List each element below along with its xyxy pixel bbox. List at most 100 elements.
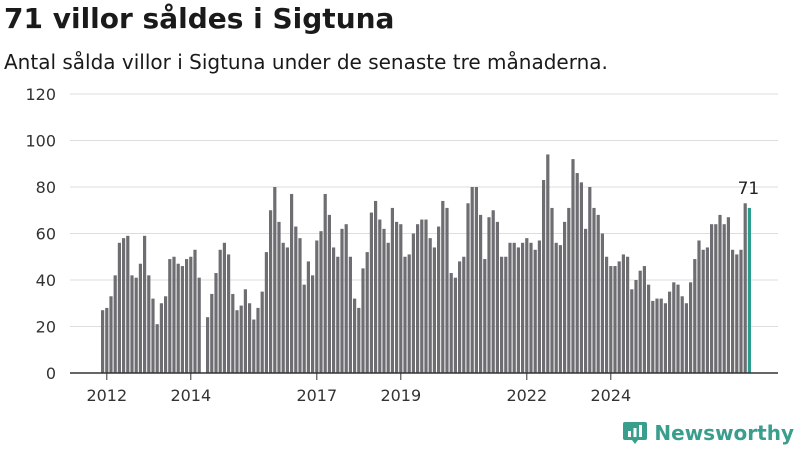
bar [550, 207, 554, 373]
bar [285, 247, 289, 373]
bar [336, 256, 340, 373]
bar [500, 256, 504, 373]
y-tick-label: 80 [36, 178, 56, 197]
bar [353, 298, 357, 373]
bar [126, 235, 130, 373]
bar [113, 275, 117, 373]
bar [735, 254, 739, 373]
bar [584, 228, 588, 373]
bar [117, 242, 121, 373]
bar [483, 259, 487, 373]
bar [193, 249, 197, 373]
y-tick-label: 60 [36, 225, 56, 244]
bar [315, 240, 319, 373]
bar [495, 221, 499, 373]
bar [222, 242, 226, 373]
bar [374, 200, 378, 373]
bar [390, 207, 394, 373]
bar [210, 293, 214, 373]
x-tick-label: 2012 [86, 386, 127, 405]
bar [718, 214, 722, 373]
y-tick-label: 20 [36, 318, 56, 337]
bar [714, 224, 718, 373]
bar [701, 249, 705, 373]
bar [428, 238, 432, 373]
bar-latest [747, 207, 751, 373]
bar [382, 228, 386, 373]
bar [138, 263, 142, 373]
bar [567, 207, 571, 373]
bar [458, 261, 462, 373]
bar [252, 319, 256, 373]
bar [684, 303, 688, 373]
brand-name: Newsworthy [654, 421, 794, 445]
bar [521, 242, 525, 373]
y-tick-label: 0 [46, 364, 56, 383]
bar [621, 254, 625, 373]
brand-logo[interactable]: Newsworthy [622, 420, 794, 446]
bar [357, 307, 361, 373]
bar [185, 259, 189, 373]
x-tick-label: 2022 [506, 386, 547, 405]
bar [290, 193, 294, 373]
bar [474, 187, 478, 373]
bar [596, 214, 600, 373]
bar [600, 233, 604, 373]
bar [726, 217, 730, 373]
bar [680, 296, 684, 373]
bar [588, 187, 592, 373]
x-tick-label: 2019 [380, 386, 421, 405]
bar [697, 240, 701, 373]
bar [743, 203, 747, 373]
bar [323, 193, 327, 373]
bar [176, 263, 180, 373]
bar [416, 224, 420, 373]
bar [227, 254, 231, 373]
bar [407, 254, 411, 373]
bar [634, 280, 638, 373]
bar [453, 277, 457, 373]
bar [605, 256, 609, 373]
bar [432, 247, 436, 373]
bar [256, 307, 260, 373]
bar [731, 249, 735, 373]
bar [571, 159, 575, 373]
bar [109, 296, 113, 373]
bar [264, 252, 268, 373]
bar [651, 300, 655, 373]
bar [424, 219, 428, 373]
bar [642, 266, 646, 373]
bar [558, 245, 562, 373]
bar [269, 210, 273, 373]
bar [159, 303, 163, 373]
y-tick-label: 120 [25, 85, 56, 104]
bar [659, 298, 663, 373]
bar [470, 187, 474, 373]
bar [445, 207, 449, 373]
bar [508, 242, 512, 373]
bar [525, 238, 529, 373]
bar [294, 226, 298, 373]
bar [739, 249, 743, 373]
bar [420, 219, 424, 373]
y-tick-label: 40 [36, 271, 56, 290]
bar [101, 310, 105, 373]
bar [197, 277, 201, 373]
x-tick-label: 2017 [296, 386, 337, 405]
bar [147, 275, 151, 373]
bar [554, 242, 558, 373]
bar [462, 256, 466, 373]
bar [214, 273, 218, 373]
bar [705, 247, 709, 373]
bar [546, 154, 550, 373]
bar [609, 266, 613, 373]
bar [361, 268, 365, 373]
bar [248, 303, 252, 373]
chart-subtitle: Antal sålda villor i Sigtuna under de se… [4, 50, 608, 74]
bar [164, 296, 168, 373]
bar [378, 219, 382, 373]
bar [239, 305, 243, 373]
bar [327, 214, 331, 373]
bar [613, 266, 617, 373]
